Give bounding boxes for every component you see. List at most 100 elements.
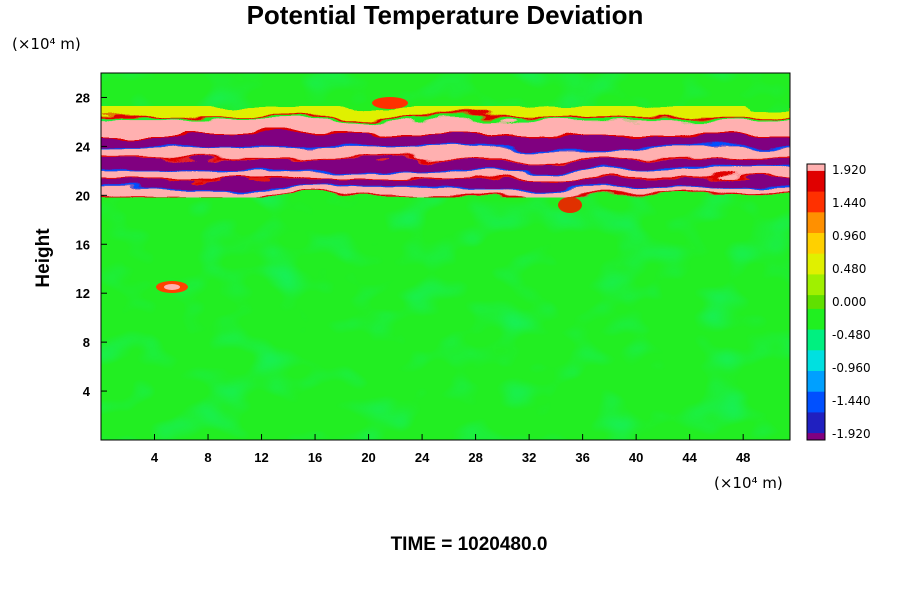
- x-axis-ticks: 4 8 12 16 20 24 28 32 36 40 44 48: [151, 434, 750, 465]
- colorbar-swatch-6: [807, 205, 825, 213]
- colorbar-tick-label-3: 0.480: [832, 262, 866, 276]
- colorbar-swatch-10: [807, 233, 825, 241]
- band-edge-3: [101, 168, 790, 171]
- colorbar-swatch-19: [807, 295, 825, 303]
- colorbar-swatch-11: [807, 239, 825, 248]
- x-tick-label-2: 12: [254, 450, 268, 465]
- band-2: [101, 169, 790, 180]
- colorbar-swatch-18: [807, 288, 825, 296]
- x-tick-label-9: 40: [629, 450, 643, 465]
- band-0: [101, 188, 790, 198]
- colorbar-tick-label-2: 0.960: [832, 229, 866, 243]
- y-tick-label-3: 16: [76, 237, 90, 252]
- band-7: [101, 106, 790, 119]
- colorbar-swatch-8: [807, 219, 825, 227]
- colorbar-tick-label-8: -1.920: [832, 427, 871, 441]
- y-unit-label: (×10⁴ m): [12, 35, 81, 53]
- colorbar-tick-label-5: -0.480: [832, 328, 871, 342]
- colorbar-swatch-0: [807, 164, 825, 172]
- colorbar-swatch-2: [807, 177, 825, 186]
- plot-area: [100, 72, 791, 441]
- colorbar-swatch-13: [807, 253, 825, 262]
- x-tick-label-5: 24: [415, 450, 430, 465]
- plot-frame: [100, 72, 791, 441]
- warm-anomaly-top: [372, 97, 408, 109]
- colorbar-swatch-39: [807, 433, 825, 441]
- band-edge-6: [101, 134, 790, 137]
- x-tick-label-4: 20: [361, 450, 375, 465]
- y-tick-label-4: 20: [76, 188, 90, 203]
- colorbar-swatch-20: [807, 302, 825, 310]
- colorbar-swatch-7: [807, 212, 825, 220]
- x-tick-label-0: 4: [151, 450, 159, 465]
- colorbar-swatch-24: [807, 329, 825, 337]
- colorbar-swatch-21: [807, 308, 825, 317]
- colorbar-tick-label-0: 1.920: [832, 163, 866, 177]
- colorbar-swatch-28: [807, 357, 825, 365]
- band-6: [101, 120, 790, 137]
- x-unit-label: (×10⁴ m): [714, 474, 783, 492]
- band-5: [101, 134, 790, 149]
- colorbar-swatch-37: [807, 419, 825, 427]
- colorbar-swatch-35: [807, 405, 825, 413]
- colorbar-tick-label-1: 1.440: [832, 196, 866, 210]
- x-tick-label-11: 48: [736, 450, 750, 465]
- band-edge-5: [101, 146, 790, 149]
- time-label: TIME = 1020480.0: [391, 534, 548, 555]
- colorbar-swatch-34: [807, 398, 825, 406]
- colorbar-swatch-17: [807, 281, 825, 289]
- colorbar-frame: [806, 163, 826, 441]
- colorbar: 1.920 1.440 0.960 0.480 0.000 -0.480 -0.960 -1.…: [806, 163, 871, 441]
- x-tick-label-6: 28: [468, 450, 482, 465]
- y-tick-label-1: 8: [83, 335, 90, 350]
- colorbar-swatch-32: [807, 384, 825, 393]
- colorbar-swatch-9: [807, 226, 825, 234]
- colorbar-swatch-29: [807, 364, 825, 372]
- x-tick-label-7: 32: [522, 450, 536, 465]
- x-tick-label-10: 44: [682, 450, 697, 465]
- x-tick-label-8: 36: [575, 450, 589, 465]
- colorbar-swatch-25: [807, 336, 825, 344]
- colorbar-swatch-27: [807, 350, 825, 358]
- colorbar-swatch-5: [807, 198, 825, 206]
- band-edge-0: [101, 195, 790, 198]
- band-edge-2: [101, 177, 790, 180]
- warm-anomaly-left-core: [164, 284, 180, 290]
- warm-anomaly-mid: [558, 197, 582, 213]
- chart-title: Potential Temperature Deviation: [247, 0, 644, 30]
- colorbar-swatch-15: [807, 267, 825, 275]
- band-3: [101, 159, 790, 171]
- colorbar-swatch-31: [807, 377, 825, 386]
- band-4: [101, 147, 790, 160]
- colorbar-swatch-23: [807, 322, 825, 331]
- y-tick-label-5: 24: [76, 139, 91, 154]
- band-edge-4: [101, 158, 790, 160]
- colorbar-swatch-26: [807, 343, 825, 351]
- colorbar-swatch-1: [807, 170, 825, 179]
- y-axis-ticks: 4 8 12 16 20 24 28: [76, 90, 107, 399]
- colorbar-swatch-14: [807, 260, 825, 268]
- colorbar-swatch-36: [807, 412, 825, 420]
- band-edge-7: [101, 116, 790, 119]
- colorbar-tick-label-7: -1.440: [832, 394, 871, 408]
- colorbar-swatch-30: [807, 371, 825, 379]
- band-edge-1: [101, 187, 790, 190]
- colorbar-swatch-12: [807, 246, 825, 255]
- colorbar-swatch-33: [807, 391, 825, 400]
- y-tick-label-0: 4: [83, 384, 91, 399]
- colorbar-tick-label-6: -0.960: [832, 361, 871, 375]
- y-axis-label: Height: [33, 228, 54, 288]
- band-1: [101, 179, 790, 190]
- colorbar-swatch-16: [807, 274, 825, 282]
- y-tick-label-2: 12: [76, 286, 90, 301]
- x-tick-label-1: 8: [204, 450, 211, 465]
- colorbar-swatch-3: [807, 184, 825, 193]
- temperature-bands: [101, 106, 790, 198]
- x-tick-label-3: 16: [308, 450, 322, 465]
- colorbar-swatch-38: [807, 426, 825, 434]
- y-tick-label-6: 28: [76, 90, 90, 105]
- colorbar-swatch-22: [807, 315, 825, 324]
- colorbar-tick-label-4: 0.000: [832, 295, 866, 309]
- colorbar-swatch-4: [807, 191, 825, 199]
